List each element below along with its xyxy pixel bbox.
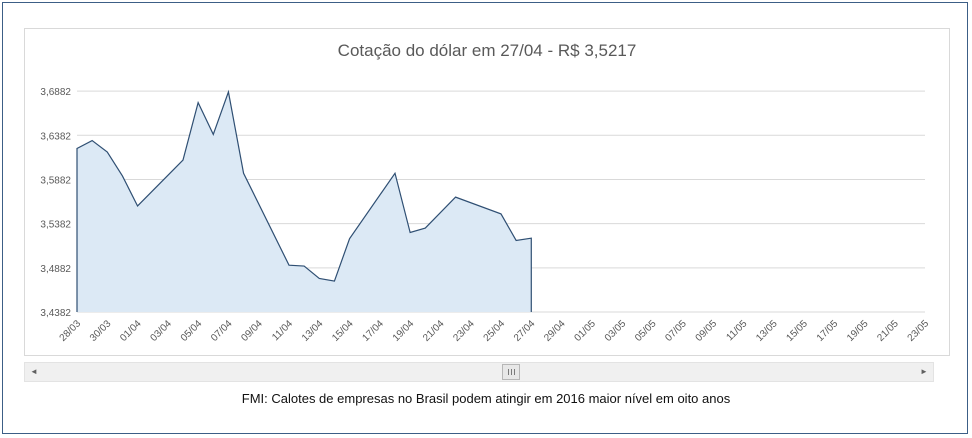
- x-tick-label: 28/03: [58, 318, 84, 344]
- x-tick-label: 07/04: [209, 318, 235, 344]
- x-tick-label: 17/04: [361, 318, 387, 344]
- y-tick-label: 3,6382: [40, 131, 71, 142]
- x-tick-label: 29/04: [542, 318, 568, 344]
- x-tick-label: 30/03: [88, 318, 114, 344]
- x-tick-label: 21/04: [421, 318, 447, 344]
- y-tick-label: 3,5882: [40, 175, 71, 186]
- x-tick-label: 19/05: [845, 318, 871, 344]
- y-tick-label: 3,6882: [40, 87, 71, 98]
- x-tick-label: 09/04: [239, 318, 265, 344]
- y-tick-label: 3,4882: [40, 264, 71, 275]
- x-tick-label: 01/05: [573, 318, 599, 344]
- y-tick-label: 3,4382: [40, 308, 71, 319]
- x-tick-label: 03/04: [149, 318, 175, 344]
- x-tick-label: 15/04: [330, 318, 356, 344]
- horizontal-scrollbar[interactable]: ◄ ►: [24, 362, 934, 382]
- x-tick-label: 27/04: [512, 318, 538, 344]
- grip-line: [508, 369, 509, 375]
- x-tick-label: 15/05: [785, 318, 811, 344]
- chart-title: Cotação do dólar em 27/04 - R$ 3,5217: [337, 41, 637, 60]
- chart-area: Cotação do dólar em 27/04 - R$ 3,5217 3,…: [24, 28, 950, 356]
- x-tick-label: 23/05: [906, 318, 932, 344]
- y-tick-label: 3,5382: [40, 220, 71, 231]
- x-tick-label: 05/04: [179, 318, 205, 344]
- x-tick-label: 07/05: [663, 318, 689, 344]
- grip-line: [514, 369, 515, 375]
- x-tick-label: 25/04: [482, 318, 508, 344]
- x-tick-label: 21/05: [875, 318, 901, 344]
- grip-line: [511, 369, 512, 375]
- x-tick-label: 09/05: [694, 318, 720, 344]
- area-fill: [77, 91, 532, 312]
- series-line: [76, 89, 532, 312]
- news-headline-link[interactable]: FMI: Calotes de empresas no Brasil podem…: [241, 391, 731, 406]
- scrollbar-thumb[interactable]: [502, 364, 520, 380]
- x-tick-label: 03/05: [603, 318, 629, 344]
- x-tick-label: 23/04: [451, 318, 477, 344]
- x-tick-label: 11/05: [724, 318, 749, 343]
- area-chart: 3,4382 3,4882 3,5382 3,5882 3,6382 3,6882 28/0…: [40, 87, 932, 344]
- x-tick-label: 13/05: [754, 318, 780, 344]
- x-tick-label: 13/04: [300, 318, 326, 344]
- scroll-left-arrow-icon[interactable]: ◄: [30, 367, 38, 376]
- scroll-right-arrow-icon[interactable]: ►: [920, 367, 928, 376]
- x-tick-label: 11/04: [270, 318, 295, 343]
- x-tick-label: 17/05: [815, 318, 841, 344]
- news-headline-container: FMI: Calotes de empresas no Brasil podem…: [3, 391, 969, 406]
- x-tick-label: 01/04: [118, 318, 144, 344]
- x-tick-label: 05/05: [633, 318, 659, 344]
- x-tick-label: 19/04: [391, 318, 417, 344]
